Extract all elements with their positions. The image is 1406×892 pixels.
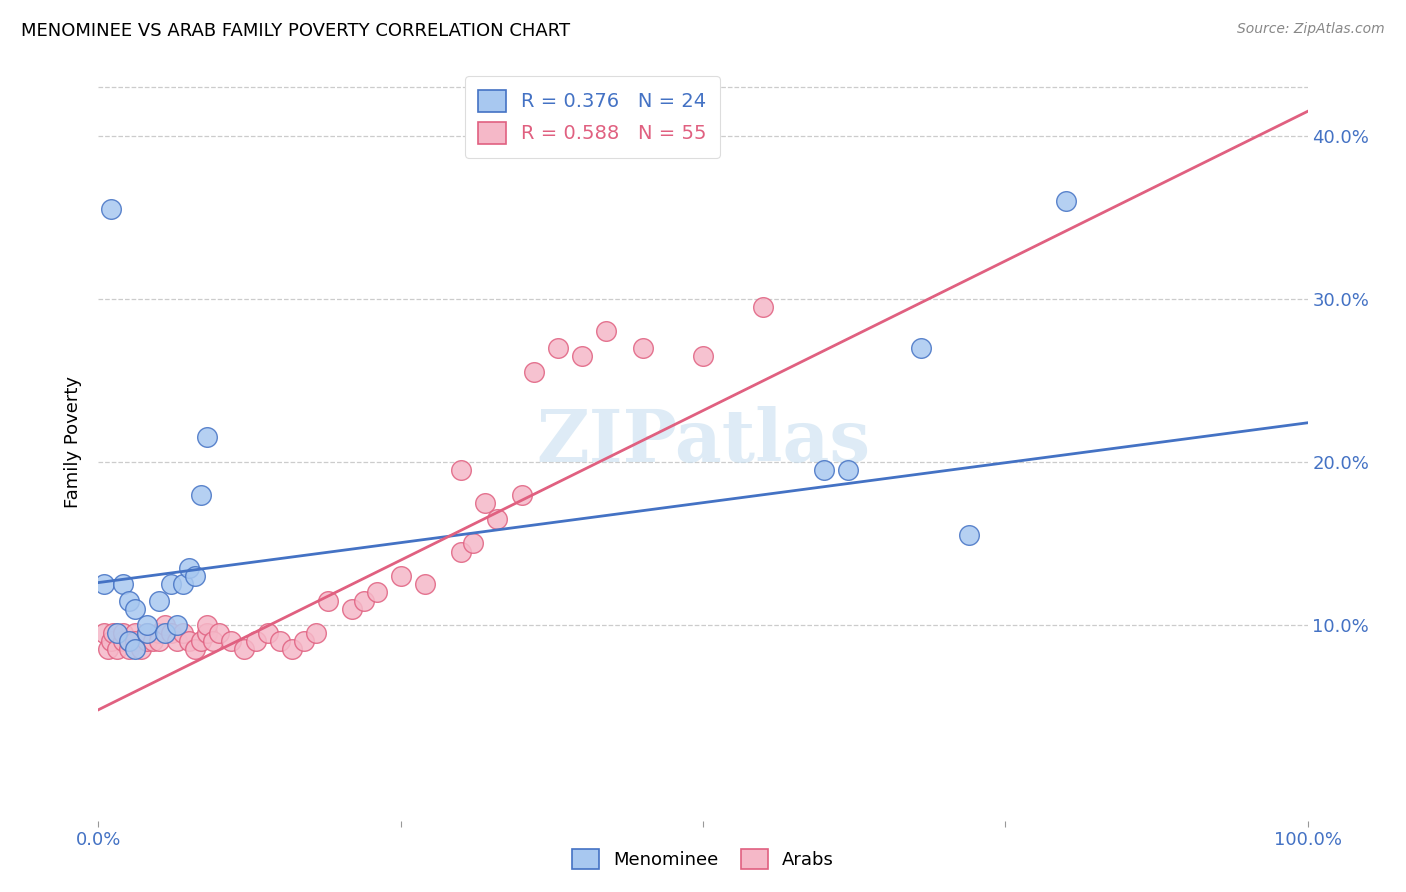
Point [105, 626, 128, 640]
Point [129, 642, 152, 657]
Point [474, 496, 496, 510]
Point [135, 618, 157, 632]
Point [118, 593, 141, 607]
Point [342, 601, 364, 615]
Point [190, 634, 212, 648]
Point [100, 202, 122, 217]
Point [160, 577, 183, 591]
Point [957, 528, 980, 542]
Point [269, 634, 291, 648]
Point [153, 626, 176, 640]
Point [124, 626, 146, 640]
Point [195, 626, 218, 640]
Point [486, 512, 509, 526]
Point [148, 626, 170, 640]
Point [413, 577, 436, 591]
Point [148, 593, 170, 607]
Point [692, 349, 714, 363]
Point [1054, 194, 1077, 208]
Point [93, 577, 115, 591]
Point [111, 626, 134, 640]
Point [172, 626, 194, 640]
Point [353, 593, 375, 607]
Point [184, 642, 207, 657]
Point [752, 300, 775, 314]
Point [389, 569, 412, 583]
Point [281, 642, 304, 657]
Point [305, 626, 328, 640]
Point [547, 341, 569, 355]
Point [118, 634, 141, 648]
Point [190, 487, 212, 501]
Point [172, 577, 194, 591]
Legend: R = 0.376   N = 24, R = 0.588   N = 55: R = 0.376 N = 24, R = 0.588 N = 55 [465, 76, 720, 158]
Point [292, 634, 315, 648]
Point [142, 634, 165, 648]
Point [510, 487, 533, 501]
Y-axis label: Family Poverty: Family Poverty [65, 376, 83, 508]
Point [97, 642, 120, 657]
Point [111, 577, 134, 591]
Point [124, 601, 146, 615]
Point [101, 626, 124, 640]
Point [111, 634, 134, 648]
Point [595, 325, 617, 339]
Point [837, 463, 859, 477]
Point [631, 341, 654, 355]
Point [523, 365, 546, 379]
Point [124, 642, 146, 657]
Point [450, 463, 472, 477]
Point [202, 634, 225, 648]
Point [571, 349, 593, 363]
Point [208, 626, 231, 640]
Point [221, 634, 243, 648]
Point [148, 634, 170, 648]
Point [179, 634, 201, 648]
Point [184, 569, 207, 583]
Point [316, 593, 339, 607]
Point [166, 618, 188, 632]
Point [813, 463, 835, 477]
Legend: Menominee, Arabs: Menominee, Arabs [562, 839, 844, 879]
Point [179, 561, 201, 575]
Point [124, 634, 146, 648]
Text: MENOMINEE VS ARAB FAMILY POVERTY CORRELATION CHART: MENOMINEE VS ARAB FAMILY POVERTY CORRELA… [21, 22, 571, 40]
Point [93, 626, 115, 640]
Point [366, 585, 388, 599]
Point [135, 626, 157, 640]
Point [118, 642, 141, 657]
Point [105, 642, 128, 657]
Text: ZIPatlas: ZIPatlas [536, 406, 870, 477]
Point [195, 430, 218, 444]
Point [910, 341, 932, 355]
Point [153, 618, 176, 632]
Point [195, 618, 218, 632]
Text: Source: ZipAtlas.com: Source: ZipAtlas.com [1237, 22, 1385, 37]
Point [245, 634, 267, 648]
Point [100, 634, 122, 648]
Point [166, 634, 188, 648]
Point [232, 642, 254, 657]
Point [118, 634, 141, 648]
Point [135, 626, 157, 640]
Point [135, 634, 157, 648]
Point [463, 536, 485, 550]
Point [160, 626, 183, 640]
Point [450, 544, 472, 558]
Point [256, 626, 278, 640]
